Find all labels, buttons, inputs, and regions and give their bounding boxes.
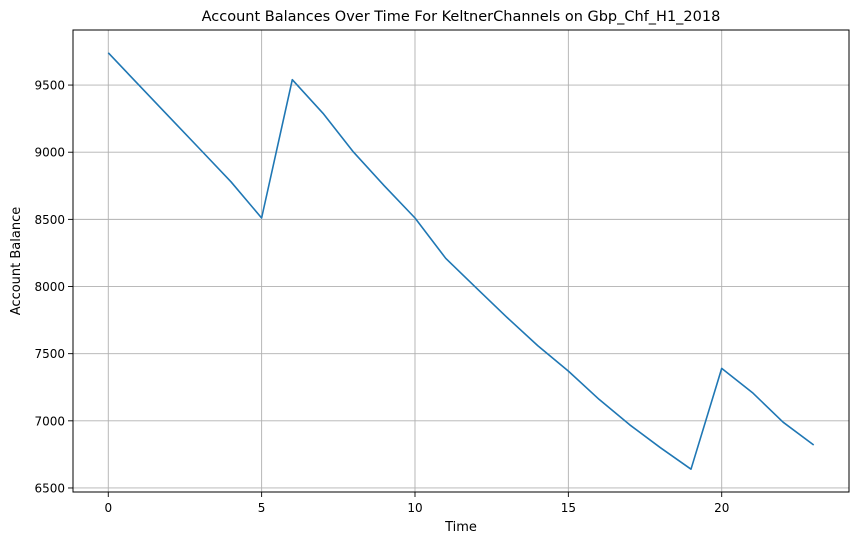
- x-tick-label: 10: [407, 501, 422, 515]
- y-tick-label: 7500: [34, 347, 65, 361]
- y-tick-label: 8500: [34, 213, 65, 227]
- y-tick-label: 9500: [34, 79, 65, 93]
- x-tick-label: 5: [258, 501, 266, 515]
- plot-frame: [72, 29, 850, 493]
- x-tick-label: 15: [561, 501, 576, 515]
- series-line: [107, 52, 815, 471]
- chart-title: Account Balances Over Time For KeltnerCh…: [202, 9, 721, 25]
- series-layer: [107, 52, 815, 471]
- y-tick-label: 7000: [34, 414, 65, 428]
- y-tick-label: 9000: [34, 146, 65, 160]
- ticks-layer: 0 5 10 15 20 6500 7000 7500 8000 8500 9000 9500: [34, 79, 729, 515]
- x-axis-label: Time: [444, 520, 477, 535]
- y-tick-label: 8000: [34, 280, 65, 294]
- x-tick-label: 20: [714, 501, 729, 515]
- y-tick-label: 6500: [34, 481, 65, 495]
- y-axis-label: Account Balance: [9, 207, 24, 315]
- x-tick-label: 0: [104, 501, 112, 515]
